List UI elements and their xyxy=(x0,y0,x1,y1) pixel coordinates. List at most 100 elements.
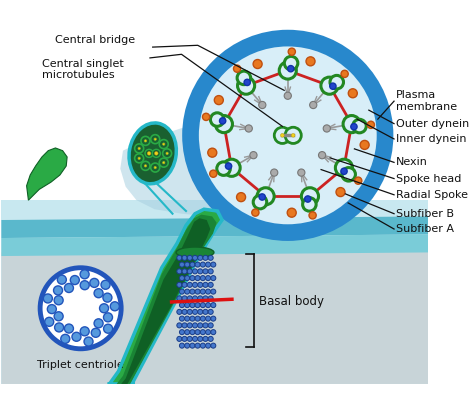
Circle shape xyxy=(203,269,208,274)
Circle shape xyxy=(217,162,230,175)
Circle shape xyxy=(135,144,144,153)
Circle shape xyxy=(252,209,259,216)
Circle shape xyxy=(203,309,208,314)
Circle shape xyxy=(211,303,216,307)
Circle shape xyxy=(360,141,369,149)
Circle shape xyxy=(187,255,192,260)
Circle shape xyxy=(54,312,63,321)
Circle shape xyxy=(94,319,103,328)
Circle shape xyxy=(153,137,157,141)
Circle shape xyxy=(351,124,357,130)
Polygon shape xyxy=(121,218,210,384)
Circle shape xyxy=(154,166,156,168)
Text: Triplet centriole: Triplet centriole xyxy=(37,360,124,370)
Circle shape xyxy=(45,317,54,326)
Circle shape xyxy=(40,268,121,349)
Circle shape xyxy=(135,154,144,163)
Text: Spoke head: Spoke head xyxy=(396,174,461,183)
Circle shape xyxy=(91,328,100,337)
Circle shape xyxy=(284,92,292,99)
Circle shape xyxy=(185,343,190,348)
Circle shape xyxy=(190,316,195,321)
Circle shape xyxy=(223,159,240,176)
Circle shape xyxy=(367,121,374,128)
Circle shape xyxy=(192,309,198,314)
Circle shape xyxy=(187,309,192,314)
Circle shape xyxy=(274,127,291,143)
Circle shape xyxy=(208,282,213,287)
Circle shape xyxy=(302,198,316,211)
Circle shape xyxy=(192,269,198,274)
Circle shape xyxy=(180,276,184,281)
Circle shape xyxy=(198,337,203,341)
Circle shape xyxy=(206,343,210,348)
Polygon shape xyxy=(109,209,222,384)
Circle shape xyxy=(201,276,205,281)
Circle shape xyxy=(192,323,198,328)
Circle shape xyxy=(47,305,56,314)
Circle shape xyxy=(208,309,213,314)
Circle shape xyxy=(309,212,316,219)
Circle shape xyxy=(190,303,195,307)
Circle shape xyxy=(145,149,153,158)
Circle shape xyxy=(288,48,295,55)
Circle shape xyxy=(154,138,156,140)
Circle shape xyxy=(192,296,198,301)
Circle shape xyxy=(195,289,200,294)
Text: Inner dynein: Inner dynein xyxy=(396,134,466,144)
Circle shape xyxy=(201,289,205,294)
Circle shape xyxy=(182,255,187,260)
Circle shape xyxy=(138,147,140,149)
Circle shape xyxy=(110,302,119,311)
Circle shape xyxy=(343,116,360,133)
Circle shape xyxy=(201,330,205,335)
Circle shape xyxy=(177,296,182,301)
Circle shape xyxy=(198,309,203,314)
Circle shape xyxy=(237,71,251,85)
Circle shape xyxy=(61,335,70,343)
Circle shape xyxy=(190,262,195,267)
Circle shape xyxy=(214,96,223,105)
Circle shape xyxy=(145,165,146,167)
Circle shape xyxy=(208,296,213,301)
Circle shape xyxy=(203,296,208,301)
Circle shape xyxy=(180,343,184,348)
Text: Subfiber A: Subfiber A xyxy=(396,224,454,234)
Polygon shape xyxy=(1,250,428,384)
Circle shape xyxy=(64,284,73,292)
Text: Central bridge: Central bridge xyxy=(55,35,136,45)
Circle shape xyxy=(187,323,192,328)
Circle shape xyxy=(177,282,182,287)
Circle shape xyxy=(203,255,208,260)
Circle shape xyxy=(301,188,319,205)
Circle shape xyxy=(208,323,213,328)
Circle shape xyxy=(336,187,345,197)
Circle shape xyxy=(271,169,278,176)
Circle shape xyxy=(192,282,198,287)
Circle shape xyxy=(182,269,187,274)
Circle shape xyxy=(319,152,326,159)
Circle shape xyxy=(206,276,210,281)
Circle shape xyxy=(162,142,166,146)
Polygon shape xyxy=(1,200,428,384)
Circle shape xyxy=(80,270,89,279)
Circle shape xyxy=(206,316,210,321)
Circle shape xyxy=(185,262,190,267)
Circle shape xyxy=(206,262,210,267)
Text: Outer dynein: Outer dynein xyxy=(396,119,469,128)
Circle shape xyxy=(330,83,336,89)
Circle shape xyxy=(292,134,295,137)
Circle shape xyxy=(203,282,208,287)
Circle shape xyxy=(195,276,200,281)
Circle shape xyxy=(153,165,157,170)
Ellipse shape xyxy=(176,247,214,258)
Circle shape xyxy=(43,294,52,303)
Circle shape xyxy=(321,77,338,94)
Circle shape xyxy=(94,289,103,298)
Circle shape xyxy=(177,337,182,341)
Circle shape xyxy=(163,143,165,145)
Circle shape xyxy=(141,161,150,170)
Circle shape xyxy=(259,101,266,109)
Circle shape xyxy=(180,262,184,267)
Circle shape xyxy=(259,194,265,200)
